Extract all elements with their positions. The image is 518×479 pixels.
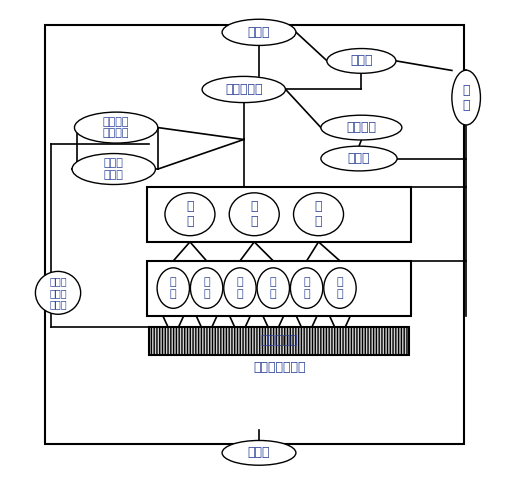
Text: 総
代: 総 代: [170, 277, 177, 299]
Ellipse shape: [222, 441, 296, 465]
Text: 理
事: 理 事: [315, 200, 322, 228]
Ellipse shape: [452, 70, 480, 125]
Text: 青年部
女性部: 青年部 女性部: [104, 158, 124, 180]
Ellipse shape: [72, 154, 155, 184]
Text: 会　　　員: 会 員: [261, 334, 298, 347]
Text: 総代会: 総代会: [248, 446, 270, 459]
Text: 委員会: 委員会: [350, 55, 372, 68]
Ellipse shape: [321, 115, 402, 140]
Ellipse shape: [35, 272, 81, 314]
FancyBboxPatch shape: [147, 261, 411, 316]
Text: 商　工　業　者: 商 工 業 者: [253, 361, 306, 374]
Ellipse shape: [157, 268, 190, 308]
Text: 事務局: 事務局: [348, 152, 370, 165]
Ellipse shape: [321, 146, 397, 171]
Ellipse shape: [327, 48, 396, 73]
Ellipse shape: [294, 193, 343, 236]
Ellipse shape: [191, 268, 223, 308]
Ellipse shape: [165, 193, 215, 236]
Text: 総
代: 総 代: [237, 277, 243, 299]
Text: 総
代: 総 代: [304, 277, 310, 299]
Ellipse shape: [222, 19, 296, 46]
FancyBboxPatch shape: [147, 187, 411, 242]
Text: 監
事: 監 事: [463, 84, 470, 112]
Ellipse shape: [75, 112, 158, 143]
Text: 商業部会
工業部会: 商業部会 工業部会: [103, 117, 130, 138]
Text: 会　長: 会 長: [248, 26, 270, 39]
Text: 総
代: 総 代: [337, 277, 343, 299]
Text: 専務理事: 専務理事: [347, 121, 377, 134]
Ellipse shape: [224, 268, 256, 308]
Ellipse shape: [291, 268, 323, 308]
Text: 理　事　会: 理 事 会: [225, 83, 263, 96]
Text: 総
代: 総 代: [270, 277, 277, 299]
Ellipse shape: [257, 268, 290, 308]
Text: 代　部
表　会
者　員: 代 部 表 会 者 員: [49, 276, 67, 309]
Ellipse shape: [202, 76, 285, 103]
Ellipse shape: [229, 193, 279, 236]
Text: 理
事: 理 事: [251, 200, 258, 228]
Text: 総
代: 総 代: [203, 277, 210, 299]
Text: 理
事: 理 事: [186, 200, 194, 228]
Bar: [150, 327, 409, 355]
Ellipse shape: [324, 268, 356, 308]
